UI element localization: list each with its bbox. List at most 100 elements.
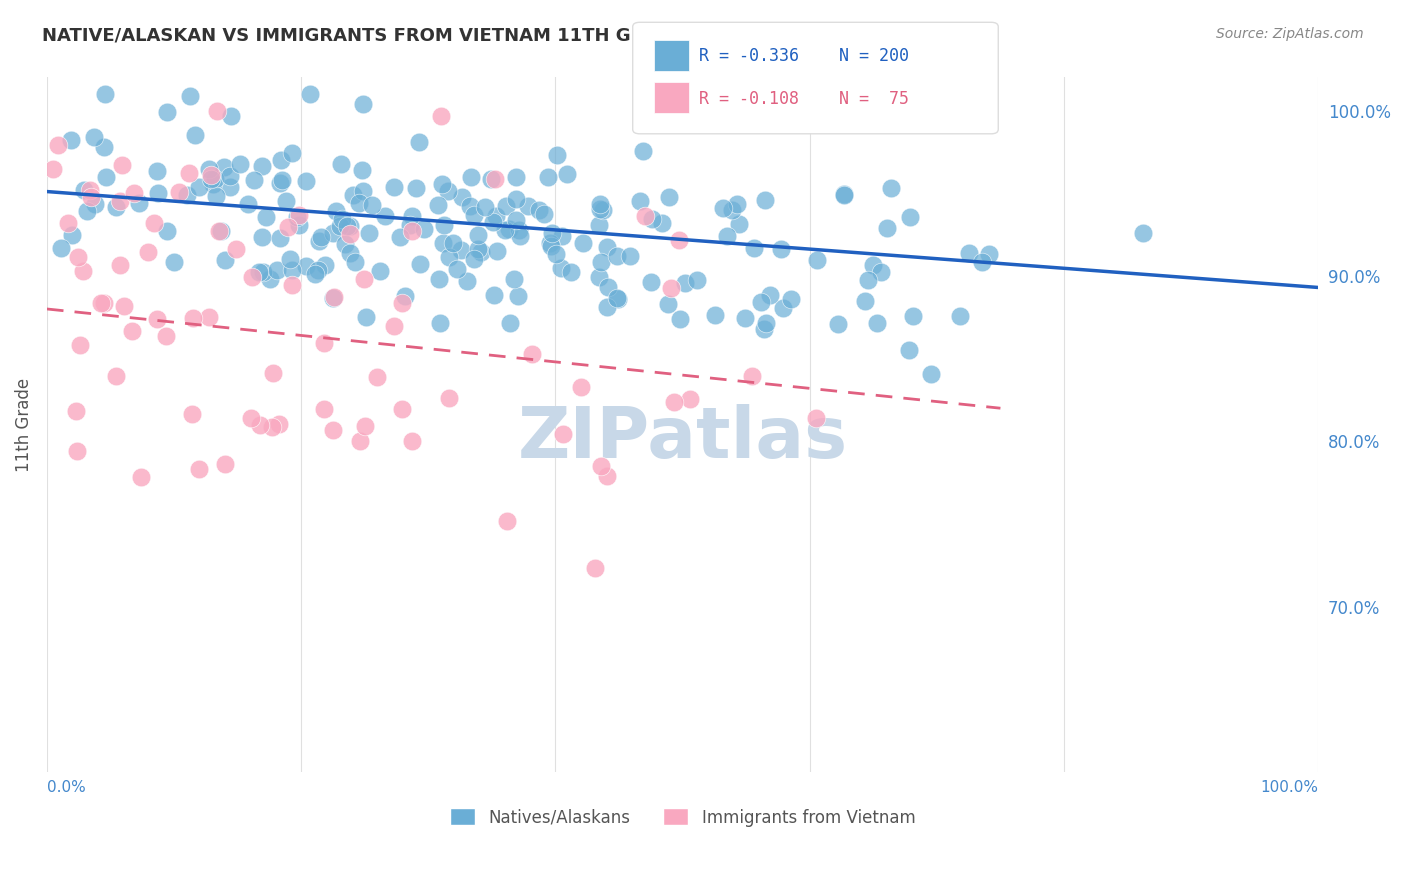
Point bbox=[742, 241, 765, 255]
Point bbox=[204, 188, 226, 202]
Point bbox=[458, 199, 481, 213]
Point bbox=[307, 263, 329, 277]
Point bbox=[463, 252, 485, 267]
Point bbox=[352, 97, 374, 112]
Point bbox=[354, 418, 377, 433]
Point bbox=[304, 267, 326, 281]
Point bbox=[249, 418, 271, 433]
Point bbox=[76, 203, 98, 218]
Point bbox=[122, 186, 145, 201]
Point bbox=[596, 280, 619, 294]
Point bbox=[804, 411, 827, 425]
Point bbox=[769, 242, 792, 256]
Point bbox=[342, 188, 364, 202]
Point bbox=[391, 296, 413, 310]
Point bbox=[252, 265, 274, 279]
Point bbox=[266, 263, 288, 277]
Point bbox=[79, 183, 101, 197]
Point bbox=[772, 301, 794, 316]
Point bbox=[703, 308, 725, 322]
Point bbox=[467, 227, 489, 242]
Point bbox=[167, 185, 190, 199]
Point bbox=[569, 380, 592, 394]
Point bbox=[832, 188, 855, 202]
Point bbox=[679, 392, 702, 406]
Point bbox=[204, 172, 226, 186]
Point bbox=[669, 312, 692, 326]
Point bbox=[494, 223, 516, 237]
Point bbox=[382, 319, 405, 334]
Point bbox=[299, 87, 322, 101]
Point bbox=[484, 172, 506, 186]
Point bbox=[339, 227, 361, 241]
Point bbox=[780, 292, 803, 306]
Point bbox=[658, 190, 681, 204]
Point bbox=[389, 229, 412, 244]
Point bbox=[588, 219, 610, 233]
Point bbox=[432, 178, 454, 192]
Point bbox=[640, 275, 662, 289]
Point bbox=[546, 148, 568, 162]
Point bbox=[754, 193, 776, 207]
Text: NATIVE/ALASKAN VS IMMIGRANTS FROM VIETNAM 11TH GRADE CORRELATION CHART: NATIVE/ALASKAN VS IMMIGRANTS FROM VIETNA… bbox=[42, 27, 907, 45]
Point bbox=[276, 194, 298, 208]
Point bbox=[571, 235, 593, 250]
Point bbox=[181, 408, 204, 422]
Point bbox=[56, 216, 79, 230]
Point bbox=[359, 226, 381, 240]
Point bbox=[673, 276, 696, 290]
Point bbox=[880, 180, 903, 194]
Point bbox=[628, 194, 651, 208]
Point bbox=[533, 207, 555, 221]
Point bbox=[634, 210, 657, 224]
Point bbox=[48, 137, 70, 152]
Point bbox=[239, 411, 262, 425]
Point bbox=[482, 215, 505, 229]
Point bbox=[401, 434, 423, 449]
Point bbox=[869, 265, 891, 279]
Point bbox=[555, 167, 578, 181]
Point bbox=[495, 199, 517, 213]
Point bbox=[145, 164, 167, 178]
Point bbox=[382, 179, 405, 194]
Point bbox=[560, 265, 582, 279]
Point bbox=[657, 297, 679, 311]
Point bbox=[588, 269, 610, 284]
Point bbox=[596, 300, 619, 314]
Point bbox=[536, 170, 558, 185]
Point bbox=[198, 310, 221, 325]
Point bbox=[146, 186, 169, 201]
Point bbox=[236, 196, 259, 211]
Point bbox=[498, 222, 520, 236]
Point bbox=[129, 469, 152, 483]
Point bbox=[322, 292, 344, 306]
Point bbox=[66, 444, 89, 458]
Point bbox=[277, 219, 299, 234]
Point bbox=[184, 128, 207, 142]
Text: R = -0.108    N =  75: R = -0.108 N = 75 bbox=[699, 90, 908, 108]
Point bbox=[322, 423, 344, 437]
Point bbox=[606, 249, 628, 263]
Point bbox=[281, 263, 304, 277]
Point bbox=[314, 336, 336, 351]
Point bbox=[269, 177, 291, 191]
Point bbox=[583, 560, 606, 574]
Point bbox=[759, 288, 782, 302]
Point bbox=[479, 171, 502, 186]
Point bbox=[596, 240, 619, 254]
Point bbox=[505, 193, 527, 207]
Point bbox=[399, 218, 422, 232]
Point bbox=[155, 328, 177, 343]
Point bbox=[901, 309, 924, 323]
Point bbox=[354, 310, 377, 325]
Point bbox=[408, 136, 430, 150]
Point bbox=[551, 229, 574, 244]
Point bbox=[430, 110, 453, 124]
Point bbox=[450, 244, 472, 258]
Point bbox=[370, 264, 392, 278]
Point bbox=[344, 255, 367, 269]
Point bbox=[94, 169, 117, 184]
Point bbox=[553, 427, 575, 442]
Point bbox=[749, 294, 772, 309]
Point bbox=[111, 158, 134, 172]
